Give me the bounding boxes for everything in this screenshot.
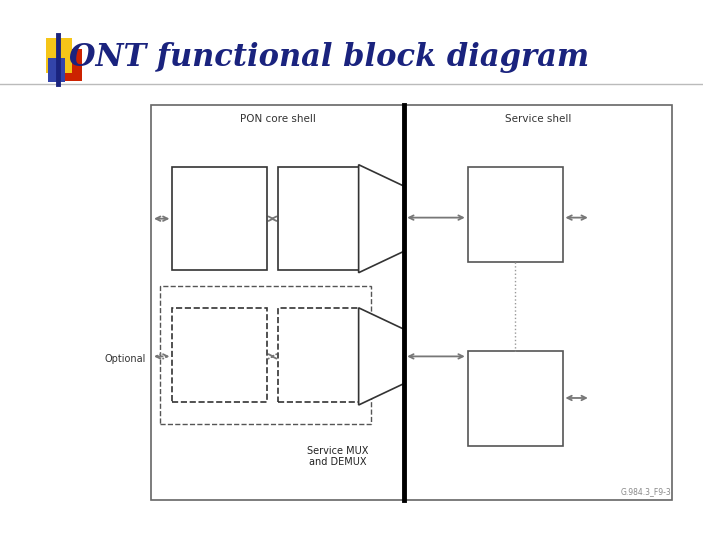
Bar	[161, 286, 372, 424]
Text: PON core shell: PON core shell	[240, 114, 315, 124]
Polygon shape	[359, 308, 405, 405]
Bar	[55, 49, 81, 81]
Bar	[45, 38, 73, 73]
Text: Service
adaptation: Service adaptation	[489, 388, 541, 409]
Text: Optional: Optional	[104, 354, 146, 364]
Text: Service
adaptation: Service adaptation	[489, 204, 541, 226]
Text: Service MUX
and DEMUX: Service MUX and DEMUX	[307, 446, 368, 467]
Bar	[467, 351, 562, 445]
Text: ODN interface
function: ODN interface function	[185, 345, 254, 366]
Bar	[172, 167, 267, 270]
Text: G.984.3_F9-3: G.984.3_F9-3	[621, 487, 672, 496]
Bar	[278, 167, 359, 270]
Text: PON TC
function: PON TC function	[298, 208, 338, 230]
Polygon shape	[359, 165, 405, 273]
Bar	[278, 308, 359, 402]
Bar	[151, 105, 672, 500]
Text: ODN interface
function: ODN interface function	[185, 208, 254, 230]
Bar	[172, 308, 267, 402]
Bar	[48, 58, 66, 82]
Bar	[467, 167, 562, 262]
Text: PON TC
function: PON TC function	[298, 345, 338, 366]
Text: Service shell: Service shell	[505, 114, 571, 124]
Text: ONT functional block diagram: ONT functional block diagram	[69, 42, 589, 73]
